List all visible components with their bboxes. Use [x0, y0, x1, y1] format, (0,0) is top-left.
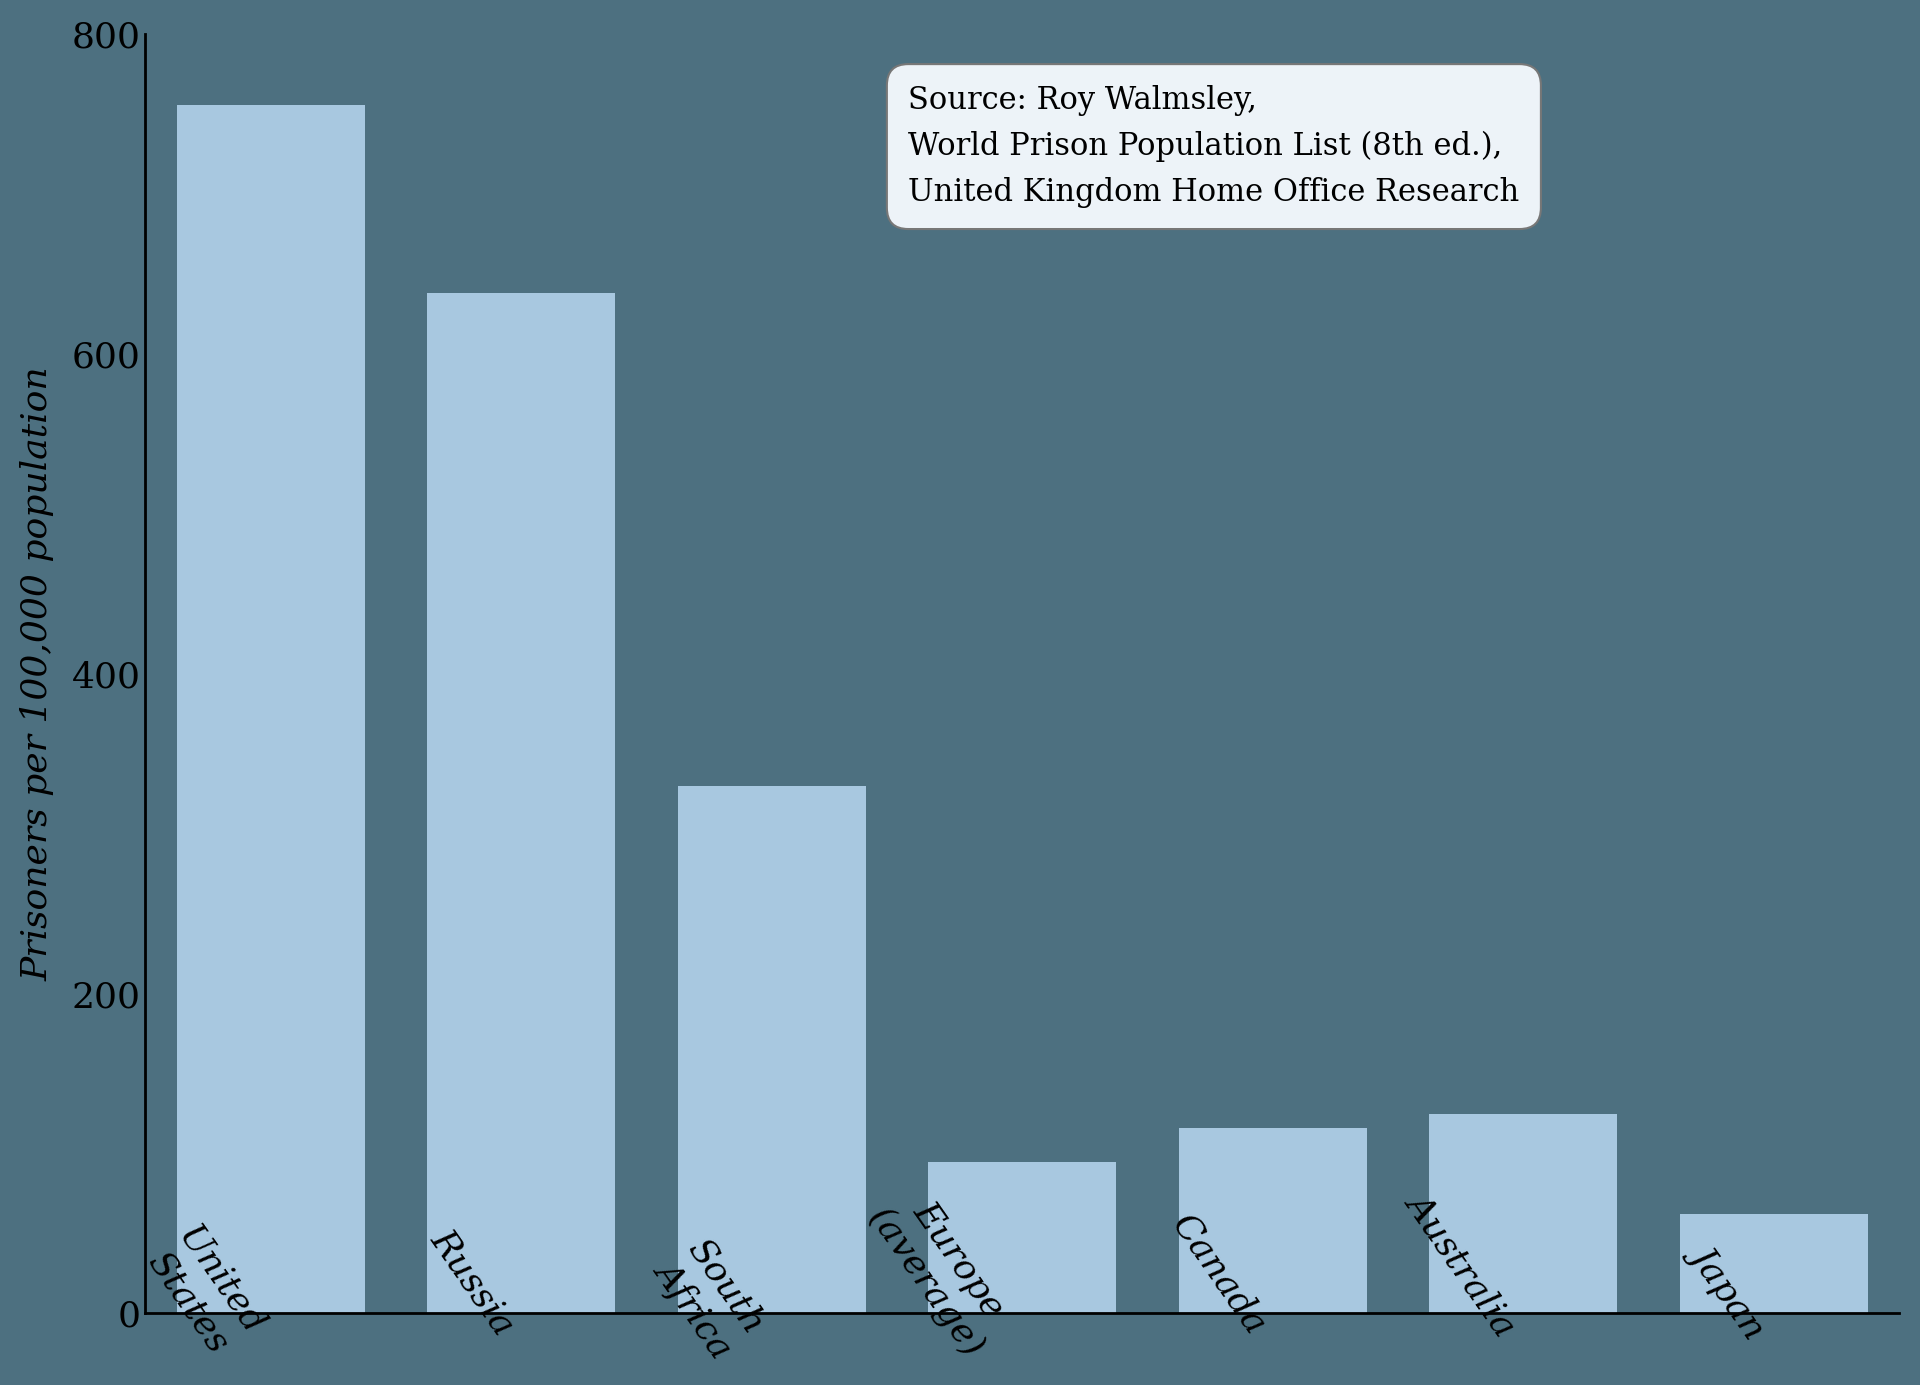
- Bar: [1179, 1127, 1367, 1313]
- Bar: [428, 294, 614, 1313]
- Bar: [1428, 1114, 1617, 1313]
- Text: Source: Roy Walmsley,
World Prison Population List (8th ed.),
United Kingdom Hom: Source: Roy Walmsley, World Prison Popul…: [908, 86, 1519, 208]
- Bar: [927, 1162, 1116, 1313]
- Y-axis label: Prisoners per 100,000 population: Prisoners per 100,000 population: [21, 367, 56, 981]
- Bar: [177, 105, 365, 1313]
- Bar: [1680, 1215, 1868, 1313]
- Bar: [678, 785, 866, 1313]
